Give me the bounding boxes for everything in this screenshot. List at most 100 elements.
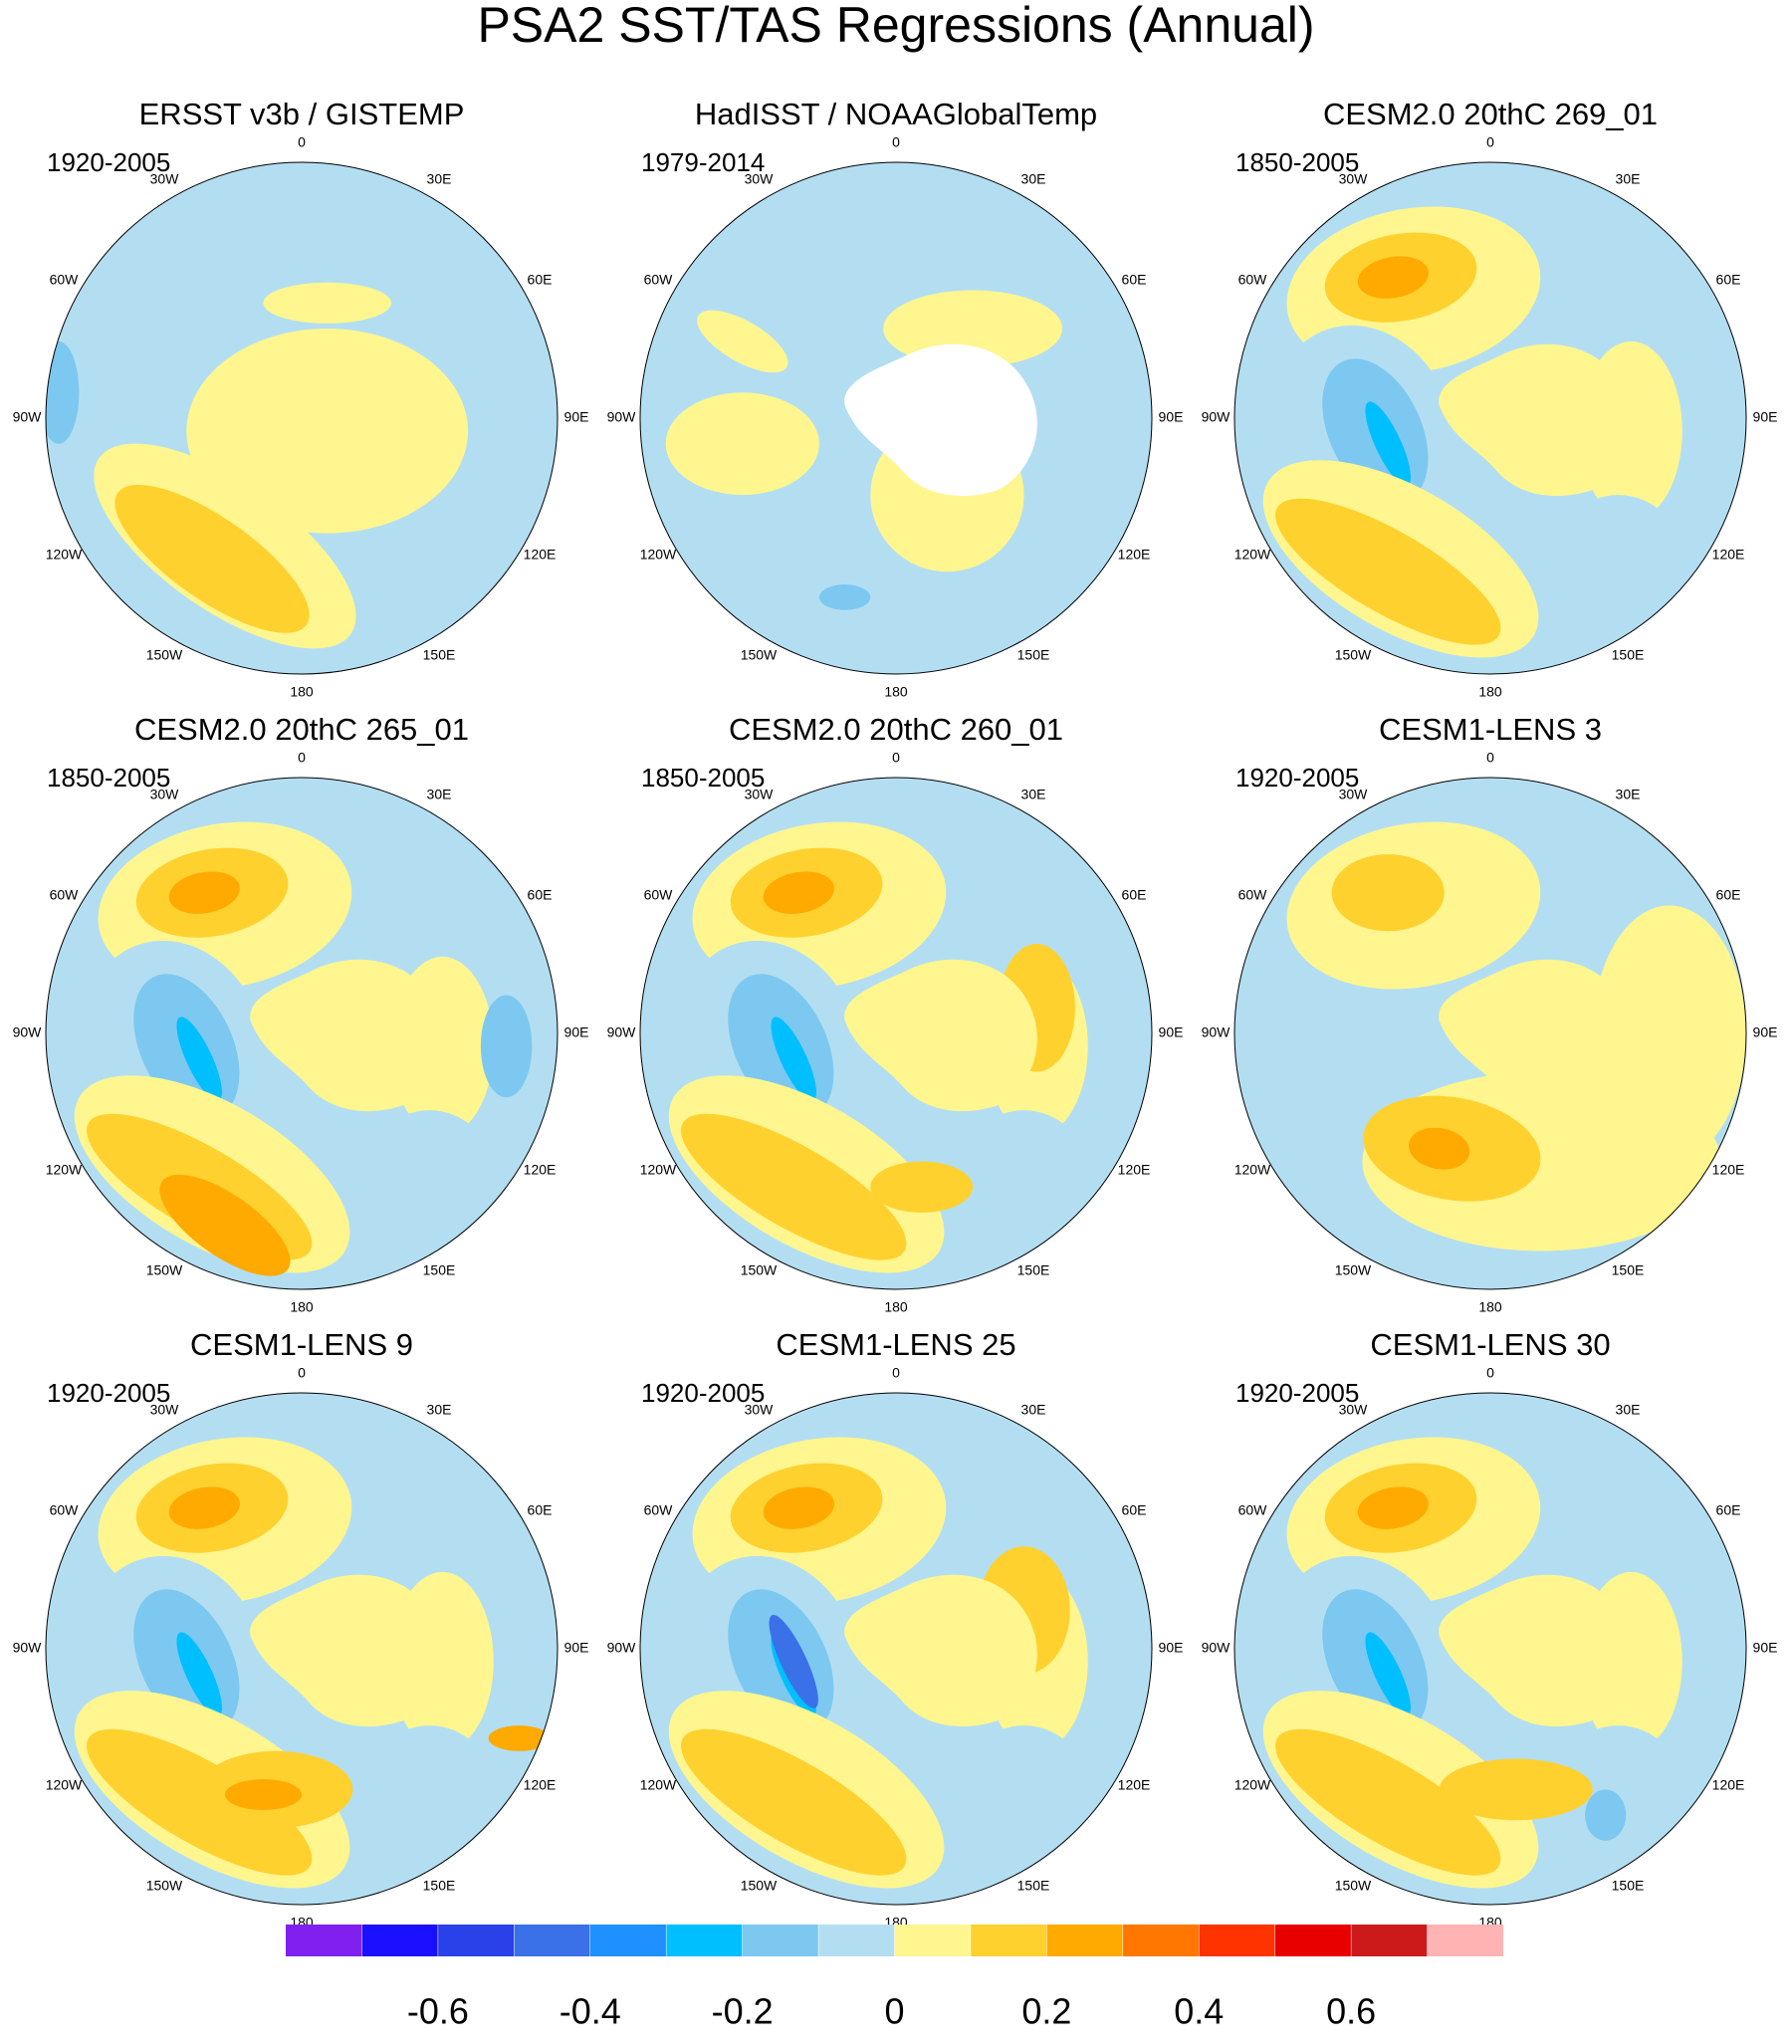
- longitude-label: 60E: [528, 1502, 553, 1518]
- longitude-label: 180: [290, 1299, 314, 1315]
- longitude-label: 120W: [46, 1777, 83, 1793]
- longitude-label: 30E: [1021, 1402, 1046, 1418]
- longitude-label: 90W: [1202, 409, 1232, 425]
- map: [640, 162, 1152, 674]
- longitude-label: 60E: [528, 887, 553, 903]
- longitude-label: 0: [892, 134, 900, 150]
- anomaly-region: [365, 1725, 494, 1854]
- longitude-label: 30W: [150, 787, 180, 802]
- longitude-label: 90E: [1753, 409, 1778, 425]
- anomaly-region: [46, 341, 80, 444]
- anomaly-region: [480, 995, 533, 1098]
- longitude-label: 150W: [146, 647, 183, 663]
- longitude-label: 60E: [1716, 272, 1741, 288]
- longitude-label: 30E: [1616, 787, 1641, 802]
- longitude-label: 30E: [427, 1402, 452, 1418]
- longitude-label: 30W: [745, 1402, 775, 1418]
- longitude-label: 30W: [150, 1402, 180, 1418]
- longitude-label: 150W: [1335, 1878, 1372, 1894]
- anomaly-region: [697, 310, 788, 373]
- longitude-label: 30W: [745, 171, 775, 187]
- longitude-label: 90W: [607, 1024, 637, 1040]
- anomaly-region: [1592, 905, 1746, 1162]
- longitude-label: 180: [884, 1299, 908, 1315]
- longitude-label: 180: [1478, 684, 1502, 700]
- longitude-label: 30W: [1339, 1402, 1369, 1418]
- colorbar-box: [361, 1925, 438, 1956]
- antarctica: [1375, 1575, 1632, 1726]
- antarctica: [1375, 344, 1632, 496]
- longitude-label: 0: [298, 750, 306, 766]
- anomaly-region: [1275, 498, 1501, 645]
- longitude-label: 90W: [607, 409, 637, 425]
- longitude-label: 120W: [640, 1162, 677, 1178]
- colorbar-label: -0.2: [712, 1991, 774, 2032]
- anomaly-region: [1554, 495, 1682, 623]
- longitude-label: 0: [1486, 750, 1494, 766]
- colorbar-box: [1199, 1925, 1275, 1956]
- colorbar-label: 0.6: [1326, 1991, 1376, 2032]
- map: [1234, 1393, 1746, 1905]
- longitude-label: 90E: [564, 409, 589, 425]
- longitude-label: 0: [1486, 134, 1494, 150]
- longitude-label: 60E: [1122, 272, 1147, 288]
- map: [1234, 162, 1746, 674]
- panel-title: HadISST / NOAAGlobalTemp: [695, 97, 1097, 131]
- period-label: 1920-2005: [641, 1378, 765, 1408]
- colorbar-label: 0.2: [1021, 1991, 1071, 2032]
- panel-title: ERSST v3b / GISTEMP: [139, 97, 465, 131]
- longitude-label: 150E: [1017, 1878, 1050, 1894]
- anomaly-region: [176, 1017, 222, 1101]
- map: [640, 1393, 1152, 1905]
- colorbar-box: [589, 1925, 667, 1956]
- longitude-label: 0: [298, 1365, 306, 1381]
- panel-title: CESM1-LENS 9: [190, 1327, 413, 1362]
- antarctica: [781, 960, 1037, 1111]
- longitude-label: 120E: [1118, 547, 1151, 563]
- anomaly-region: [1365, 1632, 1411, 1716]
- longitude-label: 30E: [427, 787, 452, 802]
- colorbar-label: 0: [884, 1991, 904, 2032]
- anomaly-region: [168, 1486, 240, 1529]
- longitude-label: 30E: [1021, 171, 1046, 187]
- map-border: [45, 777, 559, 1290]
- longitude-label: 180: [290, 684, 314, 700]
- antarctica: [781, 1575, 1037, 1726]
- longitude-label: 30W: [150, 171, 180, 187]
- longitude-label: 90W: [607, 1640, 637, 1656]
- map: [640, 778, 1152, 1289]
- longitude-label: 30W: [1339, 171, 1369, 187]
- longitude-label: 90W: [1202, 1640, 1232, 1656]
- longitude-label: 120W: [640, 547, 677, 563]
- map-border: [1233, 1392, 1747, 1906]
- map-border: [639, 1392, 1153, 1906]
- longitude-label: 120E: [1118, 1162, 1151, 1178]
- longitude-label: 150W: [1335, 1262, 1372, 1278]
- anomaly-region: [763, 871, 834, 914]
- longitude-label: 150E: [423, 647, 456, 663]
- longitude-label: 90W: [13, 1640, 43, 1656]
- panel-title: CESM2.0 20thC 260_01: [729, 712, 1063, 747]
- longitude-label: 150W: [1335, 647, 1372, 663]
- longitude-label: 120E: [1712, 1162, 1745, 1178]
- anomaly-region: [488, 1725, 551, 1751]
- longitude-label: 120W: [46, 547, 83, 563]
- anomaly-region: [114, 484, 310, 633]
- colorbar-label: 0.4: [1174, 1991, 1224, 2032]
- anomaly-region: [665, 392, 819, 496]
- colorbar-box: [1427, 1925, 1503, 1956]
- longitude-label: 30E: [1021, 787, 1046, 802]
- anomaly-region: [1439, 1758, 1593, 1821]
- longitude-label: 90W: [1202, 1024, 1232, 1040]
- map-border: [45, 161, 559, 675]
- longitude-label: 30E: [1616, 171, 1641, 187]
- longitude-label: 30W: [1339, 787, 1369, 802]
- longitude-label: 150E: [1612, 647, 1645, 663]
- map: [46, 1393, 558, 1905]
- longitude-label: 180: [1478, 1299, 1502, 1315]
- colorbar-box: [286, 1925, 362, 1956]
- longitude-label: 30W: [745, 787, 775, 802]
- longitude-label: 90E: [1159, 409, 1184, 425]
- longitude-label: 90E: [1159, 1640, 1184, 1656]
- anomaly-region: [365, 1110, 494, 1239]
